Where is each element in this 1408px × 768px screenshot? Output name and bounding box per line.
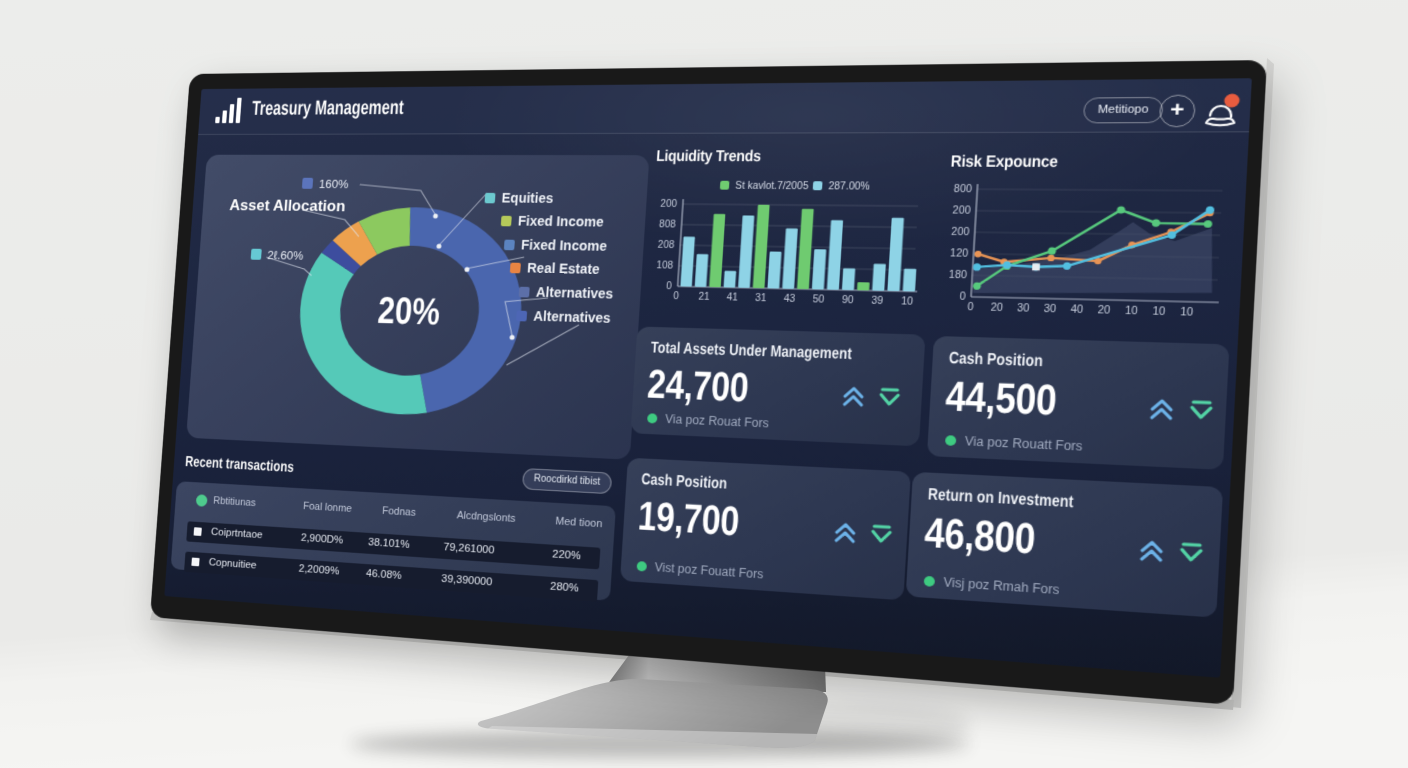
svg-text:31: 31 — [755, 292, 767, 304]
svg-text:20: 20 — [1097, 304, 1111, 317]
svg-text:41: 41 — [726, 291, 738, 303]
svg-text:0: 0 — [666, 280, 673, 292]
svg-text:39: 39 — [871, 294, 884, 306]
svg-text:10: 10 — [901, 295, 914, 307]
svg-text:50: 50 — [812, 293, 825, 305]
svg-text:43: 43 — [783, 292, 795, 304]
svg-text:200: 200 — [952, 205, 971, 217]
svg-text:108: 108 — [656, 260, 674, 272]
svg-text:21: 21 — [698, 290, 710, 302]
svg-text:20: 20 — [990, 301, 1003, 313]
svg-text:0: 0 — [673, 290, 680, 302]
svg-text:200: 200 — [660, 198, 677, 210]
svg-text:30: 30 — [1017, 302, 1030, 314]
svg-text:180: 180 — [948, 269, 967, 281]
svg-text:800: 800 — [953, 183, 972, 195]
svg-text:10: 10 — [1125, 304, 1139, 317]
svg-text:808: 808 — [659, 219, 677, 231]
svg-text:0: 0 — [967, 301, 974, 313]
svg-text:90: 90 — [842, 294, 855, 306]
svg-text:208: 208 — [657, 239, 675, 251]
svg-text:0: 0 — [959, 291, 966, 303]
svg-text:40: 40 — [1070, 303, 1084, 316]
svg-text:10: 10 — [1152, 305, 1166, 318]
svg-text:120: 120 — [950, 247, 969, 259]
svg-text:200: 200 — [951, 226, 970, 238]
svg-text:30: 30 — [1043, 302, 1056, 314]
svg-text:10: 10 — [1180, 305, 1194, 318]
